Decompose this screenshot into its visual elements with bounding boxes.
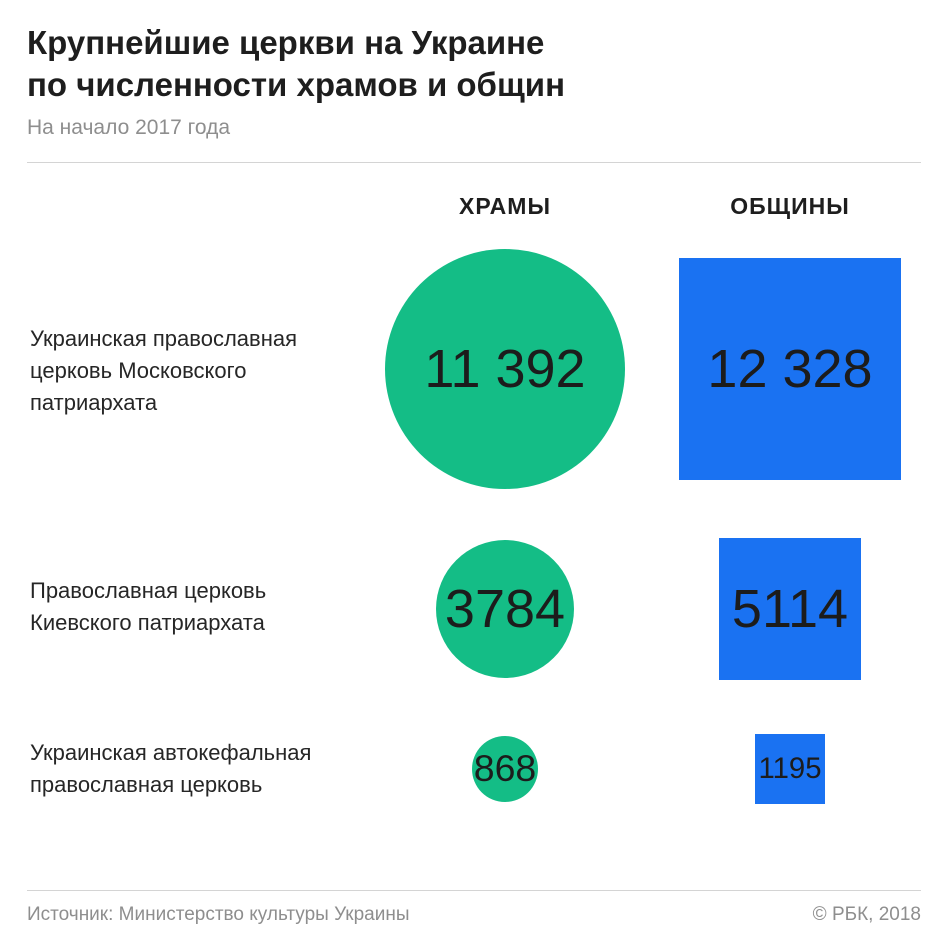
row-label-3-line-1: Украинская автокефальная: [30, 740, 312, 765]
column-header-temples: ХРАМЫ: [459, 193, 551, 219]
chart-title-line-2: по численности храмов и общин: [27, 66, 566, 103]
row-label-3: Украинская автокефальная православная цер…: [30, 737, 370, 801]
communities-square-3: 1195: [755, 734, 825, 804]
column-header-communities: ОБЩИНЫ: [730, 193, 850, 219]
temples-circle-2: 3784: [435, 539, 575, 679]
row-label-1-line-3: патриархата: [30, 390, 158, 415]
row-label-1-line-2: церковь Московского: [30, 358, 247, 383]
temples-circle-1: 11 392: [385, 249, 625, 489]
chart-title-line-1: Крупнейшие церкви на Украине: [27, 24, 545, 61]
row-label-1-line-1: Украинская православная: [30, 326, 298, 351]
copyright-credit: © РБК, 2018: [812, 904, 921, 925]
communities-square-2: 5114: [718, 537, 862, 681]
chart-title: Крупнейшие церкви на Украине по численно…: [27, 22, 907, 106]
row-label-2-line-2: Киевского патриархата: [30, 610, 265, 635]
bottom-divider: [27, 890, 921, 891]
source-note: Источник: Министерство культуры Украины: [27, 904, 410, 925]
row-label-2-line-1: Православная церковь: [30, 578, 267, 603]
temples-circle-3: 868: [471, 735, 539, 803]
communities-square-1: 12 328: [679, 258, 901, 480]
top-divider: [27, 162, 921, 163]
chart-subtitle: На начало 2017 года: [27, 116, 231, 139]
row-label-1: Украинская православная церковь Московско…: [30, 323, 370, 419]
row-label-2: Православная церковь Киевского патриархат…: [30, 575, 370, 639]
row-label-3-line-2: православная церковь: [30, 772, 263, 797]
